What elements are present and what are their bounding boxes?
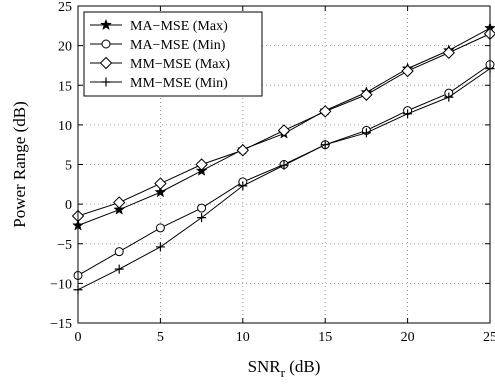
series-plus	[73, 64, 495, 295]
legend: MA−MSE (Max) MA−MSE (Min) MM−MSE (Max) MM−M…	[83, 11, 263, 97]
data-point-diamond	[442, 46, 456, 59]
legend-label: MM−MSE (Min)	[130, 76, 228, 91]
data-point-plus	[197, 213, 207, 223]
x-axis-label-unit: (dB)	[285, 357, 320, 376]
y-tick-label: −10	[50, 277, 72, 292]
y-tick-label: 5	[65, 159, 72, 174]
y-axis-label: Power Range (dB)	[10, 101, 29, 228]
data-point-plus	[320, 140, 330, 150]
x-tick-label: 20	[401, 330, 415, 345]
data-point-circle	[114, 247, 124, 257]
legend-entry: MM−MSE (Min)	[90, 76, 228, 91]
x-tick-label: 0	[75, 330, 82, 345]
legend-entry: MM−MSE (Max)	[90, 56, 230, 72]
data-point-diamond	[112, 196, 126, 209]
x-tick-label: 25	[483, 330, 495, 345]
legend-entry: MA−MSE (Min)	[90, 38, 226, 53]
x-tick-label: 10	[236, 330, 250, 345]
data-point-diamond	[195, 158, 208, 171]
data-point-plus	[238, 181, 248, 191]
plot-series	[71, 21, 495, 295]
data-point-star	[154, 186, 167, 198]
legend-marker-plus	[101, 77, 111, 87]
x-tick-label: 15	[318, 330, 332, 345]
data-point-circle	[197, 203, 207, 213]
y-tick-label: 0	[65, 198, 72, 213]
legend-entry: MA−MSE (Max)	[90, 18, 228, 34]
axis-ticks: 0 5 10 15 20 25 −15 −10 −5 0 5 10 15 20 25	[50, 0, 495, 345]
legend-marker-star	[100, 18, 112, 31]
legend-label: MM−MSE (Max)	[130, 57, 230, 72]
data-point-plus	[155, 242, 165, 252]
data-point-diamond	[401, 64, 414, 78]
data-point-star	[113, 203, 126, 215]
y-tick-label: −5	[57, 238, 72, 253]
y-tick-label: 15	[58, 79, 72, 94]
y-tick-label: 25	[58, 0, 72, 15]
x-axis-label-main: SNR	[248, 357, 282, 376]
data-point-plus	[361, 128, 371, 138]
x-tick-label: 5	[157, 330, 164, 345]
data-point-diamond	[236, 144, 250, 157]
legend-label: MA−MSE (Min)	[130, 38, 226, 53]
data-point-plus	[114, 264, 124, 274]
data-point-plus	[279, 160, 289, 170]
data-point-diamond	[154, 177, 167, 190]
legend-marker-circle	[101, 39, 111, 49]
legend-marker-diamond	[99, 56, 113, 70]
legend-label: MA−MSE (Max)	[130, 19, 228, 34]
x-axis-label-subscript: r	[281, 365, 286, 380]
y-tick-label: −15	[50, 317, 72, 332]
data-point-plus	[403, 109, 413, 119]
y-tick-label: 10	[58, 119, 72, 134]
data-point-circle	[155, 223, 165, 233]
y-tick-label: 20	[58, 40, 72, 55]
data-point-diamond	[318, 105, 332, 118]
data-point-plus	[444, 92, 454, 102]
data-point-diamond	[277, 124, 291, 137]
data-point-diamond	[360, 88, 373, 101]
x-axis-label: SNRr (dB)	[248, 357, 321, 380]
